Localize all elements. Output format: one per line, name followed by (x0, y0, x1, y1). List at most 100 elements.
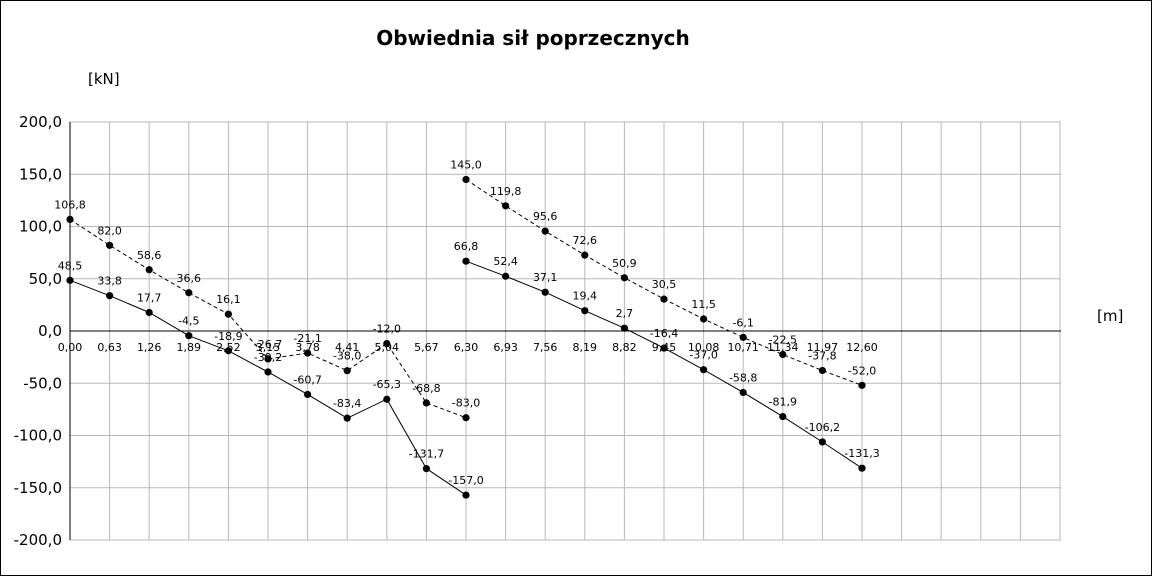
x-tick-label: 1,89 (177, 341, 202, 354)
data-label: 30,5 (652, 278, 677, 291)
data-label: -38,0 (333, 350, 361, 363)
data-label: -157,0 (448, 474, 483, 487)
data-label: 33,8 (97, 275, 122, 288)
data-point (462, 414, 470, 422)
x-tick-label: 7,56 (533, 341, 558, 354)
data-point (858, 464, 866, 472)
data-label: -21,1 (293, 332, 321, 345)
data-point (700, 366, 708, 374)
data-label: -37,8 (808, 350, 836, 363)
x-tick-label: 8,19 (573, 341, 598, 354)
data-point (383, 339, 391, 348)
x-tick-label: 5,67 (414, 341, 439, 354)
data-label: -83,0 (452, 397, 480, 410)
data-point (700, 315, 708, 323)
data-point (581, 307, 589, 315)
data-label: 48,5 (58, 259, 83, 272)
data-label: -12,0 (373, 323, 401, 336)
data-point (858, 381, 866, 389)
data-point (264, 355, 272, 363)
data-point (185, 332, 193, 340)
data-label: 16,1 (216, 293, 241, 306)
data-label: -83,4 (333, 397, 361, 410)
data-point (779, 412, 787, 421)
data-point (660, 295, 668, 303)
data-label: 2,7 (616, 307, 634, 320)
x-tick-label: 6,30 (454, 341, 479, 354)
data-point (106, 292, 114, 300)
data-label: 58,6 (137, 249, 162, 262)
y-tick-label: 200,0 (19, 113, 62, 131)
data-label: 82,0 (97, 224, 122, 237)
x-tick-label: 11,97 (807, 341, 839, 354)
chart-title: Obwiednia sił poprzecznych (376, 26, 690, 50)
data-label: -60,7 (293, 373, 321, 386)
data-label: 50,9 (612, 257, 637, 270)
x-tick-label: 3,78 (295, 341, 320, 354)
x-tick-label: 5,04 (375, 341, 400, 354)
x-tick-label: 10,71 (727, 341, 759, 354)
data-label: -131,3 (844, 447, 879, 460)
data-label: -81,9 (769, 396, 797, 409)
x-tick-label: 1,26 (137, 341, 162, 354)
data-point (779, 350, 787, 359)
data-label: 72,6 (573, 234, 598, 247)
data-label: 66,8 (454, 240, 479, 253)
x-tick-label: 4,41 (335, 341, 360, 354)
data-point (66, 215, 74, 223)
data-point (462, 175, 470, 184)
x-tick-label: 6,93 (493, 341, 518, 354)
data-label: 145,0 (450, 158, 482, 171)
data-label: -52,0 (848, 364, 876, 377)
data-label: -18,9 (214, 330, 242, 343)
y-tick-label: 100,0 (19, 218, 62, 236)
y-tick-label: -100,0 (14, 427, 62, 445)
data-label: -65,3 (373, 378, 401, 391)
data-point (383, 395, 391, 403)
data-point (541, 288, 549, 296)
data-point (304, 390, 312, 399)
data-label: -6,1 (732, 316, 753, 329)
data-point (660, 344, 668, 352)
data-label: -106,2 (805, 421, 840, 434)
x-tick-label: 10,08 (688, 341, 720, 354)
data-label: -58,8 (729, 371, 757, 384)
x-tick-label: 0,00 (58, 341, 83, 354)
data-point (106, 241, 114, 249)
x-tick-label: 3,15 (256, 341, 281, 354)
data-point (66, 276, 74, 284)
data-point (304, 349, 312, 357)
data-label: 36,6 (177, 272, 202, 285)
data-point (502, 202, 510, 210)
data-label: -68,8 (412, 382, 440, 395)
data-label: -131,7 (409, 448, 444, 461)
data-label: 119,8 (490, 185, 522, 198)
data-point (145, 266, 153, 274)
data-point (462, 491, 470, 499)
y-tick-label: 50,0 (29, 270, 62, 288)
data-point (224, 347, 232, 355)
data-label: -37,0 (689, 349, 717, 362)
data-label: 52,4 (493, 255, 518, 268)
data-point (185, 289, 193, 297)
x-axis-unit-label: [m] (1097, 307, 1124, 325)
y-axis-unit-label: [kN] (88, 70, 120, 88)
data-label: -4,5 (178, 315, 199, 328)
data-point (581, 251, 589, 259)
data-label: 95,6 (533, 210, 558, 223)
data-label: -22,5 (769, 334, 797, 347)
data-point (343, 414, 351, 422)
data-point (145, 308, 153, 317)
x-tick-label: 12,60 (846, 341, 878, 354)
y-tick-label: -150,0 (14, 479, 62, 497)
data-label: -39,2 (254, 351, 282, 364)
data-point (541, 227, 549, 235)
data-point (818, 366, 827, 375)
data-point (422, 399, 430, 407)
data-point (739, 333, 747, 341)
data-label: 17,7 (137, 292, 162, 305)
x-tick-label: 8,82 (612, 341, 637, 354)
data-point (620, 274, 629, 282)
